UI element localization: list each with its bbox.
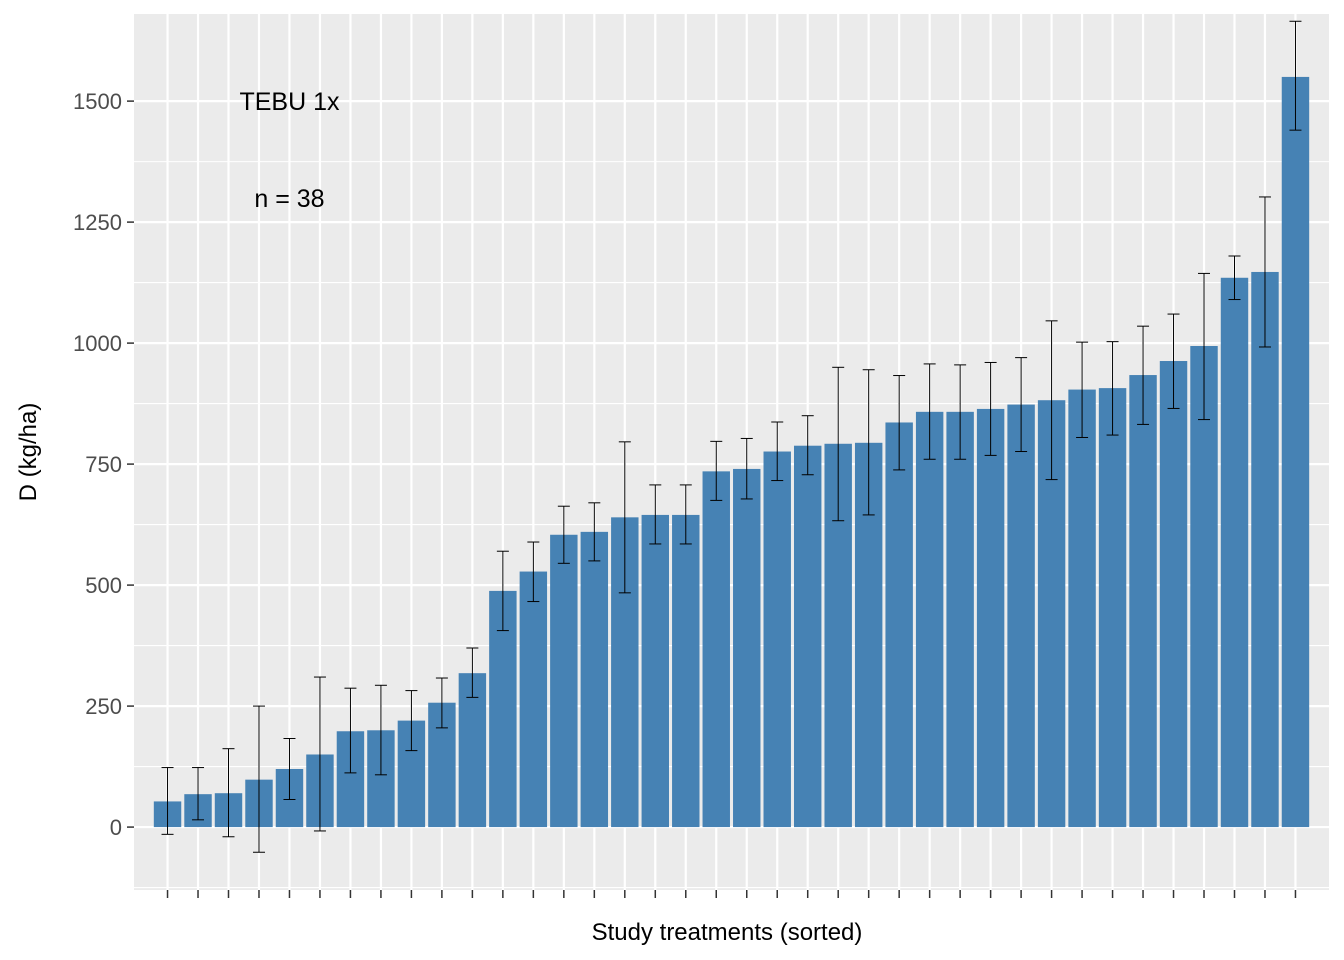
bar: [1129, 375, 1157, 828]
error-bar: [771, 421, 784, 482]
y-tick-label: 0: [110, 815, 122, 840]
error-bar: [649, 484, 662, 545]
error-bar: [1198, 272, 1211, 421]
y-axis-title: D (kg/ha): [15, 403, 42, 502]
error-bar: [1289, 20, 1302, 131]
error-bar: [588, 502, 601, 562]
bars: [153, 76, 1310, 828]
bar: [793, 445, 822, 828]
error-bar: [222, 748, 235, 838]
error-bar: [161, 767, 174, 835]
error-bar: [1167, 313, 1180, 409]
error-bar: [679, 484, 692, 545]
error-bar: [984, 361, 997, 456]
bar: [915, 411, 944, 828]
bar: [580, 531, 609, 828]
error-bar: [1258, 196, 1271, 348]
error-bar: [1015, 357, 1028, 453]
bar: [946, 411, 974, 828]
error-bar: [618, 441, 631, 594]
x-axis-title: Study treatments (sorted): [592, 919, 863, 946]
error-bar: [283, 738, 296, 800]
bar: [702, 471, 730, 828]
y-tick-label: 1250: [73, 210, 122, 235]
error-bar: [313, 676, 326, 832]
bar: [1251, 271, 1279, 828]
bar: [1068, 389, 1096, 828]
bar: [1190, 346, 1218, 828]
bar: [641, 514, 670, 828]
bar: [458, 673, 487, 828]
y-tick-label: 750: [85, 452, 122, 477]
error-bar: [801, 415, 814, 476]
error-bar: [435, 677, 448, 729]
error-bar: [557, 505, 570, 564]
error-bar: [832, 366, 845, 522]
error-bar: [405, 690, 418, 752]
bar: [1220, 277, 1249, 828]
bar: [550, 534, 578, 828]
error-bar: [192, 767, 205, 821]
error-bar: [923, 363, 936, 460]
y-axis: 0 250 500 750 1000 1250 1500: [73, 89, 134, 840]
bar: [733, 468, 761, 828]
annotation-label: TEBU 1x: [239, 88, 340, 116]
error-bar: [1228, 255, 1241, 301]
error-bar: [954, 364, 967, 460]
error-bar: [1045, 320, 1058, 481]
error-bar: [466, 647, 479, 698]
bar: [1281, 76, 1310, 828]
error-bar: [527, 541, 540, 603]
y-tick-label: 250: [85, 694, 122, 719]
error-bar: [496, 550, 509, 632]
bar: [885, 422, 913, 828]
error-bar: [344, 687, 357, 774]
error-bar: [740, 437, 753, 500]
bar: [1159, 361, 1188, 828]
error-bar: [893, 375, 906, 471]
x-axis: [166, 890, 1297, 898]
bar: [519, 571, 548, 828]
error-bar: [1106, 341, 1119, 436]
annotation-label: n = 38: [254, 185, 324, 213]
error-bar: [252, 705, 265, 853]
bar: [976, 408, 1005, 828]
bar: [1007, 404, 1035, 828]
error-bar: [374, 684, 387, 776]
y-tick-label: 500: [85, 573, 122, 598]
bar: [763, 451, 791, 828]
bar: [1098, 388, 1127, 828]
annotations: TEBU 1x n = 38: [239, 88, 340, 213]
bar: [672, 514, 700, 828]
error-bar: [1137, 325, 1150, 425]
y-tick-label: 1500: [73, 89, 122, 114]
error-bar: [1076, 341, 1089, 438]
y-tick-label: 1000: [73, 331, 122, 356]
error-bars: [161, 20, 1302, 853]
error-bar: [710, 440, 723, 501]
error-bar: [862, 369, 875, 516]
